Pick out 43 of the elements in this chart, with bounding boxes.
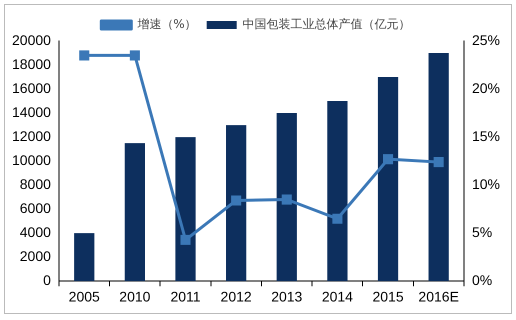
bar	[226, 125, 246, 282]
y-tick-label: 18000	[12, 56, 52, 72]
x-tick-label: 2012	[220, 288, 252, 304]
y-tick-label: 10000	[12, 152, 52, 168]
bar	[124, 143, 146, 282]
point	[332, 214, 342, 224]
y-tick-label: 12000	[12, 128, 52, 144]
y2-tick-label: 15%	[472, 128, 500, 144]
x-tick-label: 2016E	[418, 288, 459, 304]
bar	[327, 101, 348, 282]
bar	[428, 53, 449, 282]
point	[79, 50, 90, 60]
x-tick-label: 2013	[271, 288, 303, 304]
y-tick-label: 2000	[20, 248, 52, 264]
y-tick-label: 8000	[20, 176, 52, 192]
x-tick-label: 2015	[372, 288, 404, 304]
legend-label: 中国包装工业总体产值（亿元）	[242, 17, 411, 32]
y2-tick-label: 10%	[472, 176, 500, 192]
y2-tick-label: 0%	[472, 272, 492, 288]
y-tick-label: 0	[43, 272, 52, 288]
bar	[74, 233, 94, 282]
point	[282, 194, 292, 205]
x-tick-label: 2011	[170, 288, 201, 304]
bar	[175, 137, 196, 282]
y2-tick-label: 25%	[472, 32, 500, 48]
point	[231, 195, 242, 206]
y-tick-label: 4000	[20, 224, 52, 240]
y2-tick-label: 20%	[472, 80, 500, 96]
point	[383, 154, 394, 164]
x-tick-label: 2005	[68, 288, 100, 304]
x-tick-label: 2014	[322, 288, 354, 304]
bar	[276, 113, 297, 282]
point	[130, 50, 140, 60]
bar	[378, 77, 398, 282]
y-tick-label: 16000	[12, 80, 52, 96]
point	[180, 234, 191, 245]
y-tick-label: 20000	[12, 32, 52, 48]
y-tick-label: 14000	[12, 104, 52, 120]
y2-tick-label: 5%	[472, 224, 492, 240]
legend-label: 增速（%）	[136, 17, 197, 32]
y-tick-label: 6000	[20, 200, 52, 216]
x-tick-label: 2010	[119, 288, 151, 304]
point	[434, 157, 444, 168]
